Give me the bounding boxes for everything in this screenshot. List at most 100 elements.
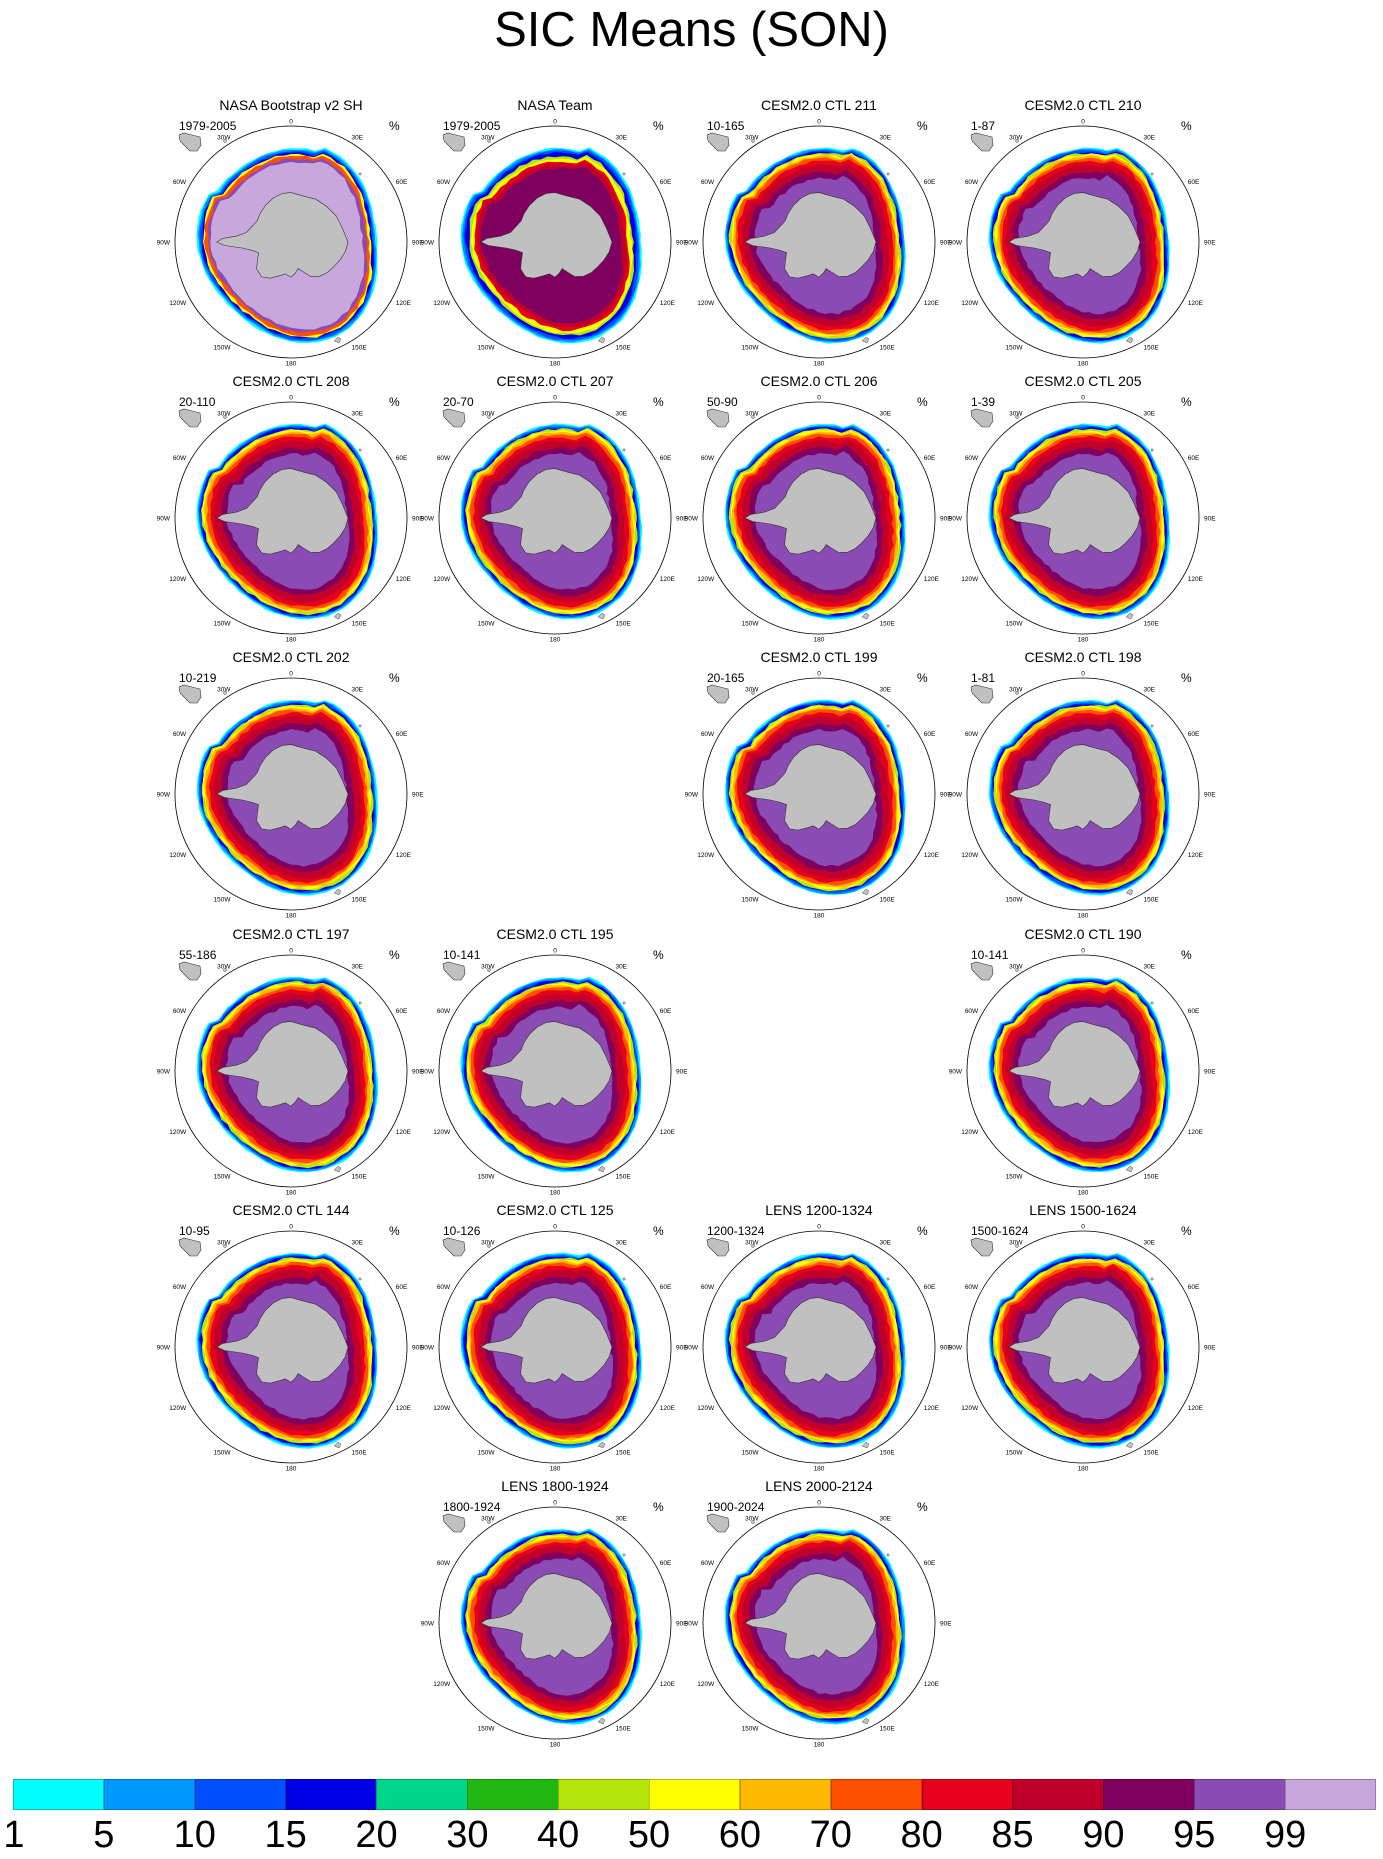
longitude-label: 180	[550, 637, 561, 644]
longitude-label: 120W	[169, 300, 187, 307]
longitude-label: 150W	[478, 1725, 496, 1732]
panel-year-range: 1900-2024	[707, 1500, 765, 1514]
longitude-label: 0	[289, 395, 293, 402]
longitude-label: 60E	[660, 179, 672, 186]
longitude-label: 30W	[745, 411, 759, 418]
south-america-landmass	[970, 961, 994, 981]
longitude-label: 30W	[745, 1240, 759, 1247]
new-zealand-landmass	[1125, 336, 1134, 344]
panel-title: CESM2.0 CTL 208	[232, 373, 350, 389]
longitude-label: 150W	[742, 344, 760, 351]
longitude-label: 120E	[1188, 576, 1204, 583]
colorbar-label: 10	[173, 1814, 216, 1856]
colorbar-label: 40	[537, 1814, 580, 1856]
longitude-label: 180	[286, 361, 297, 368]
antarctica-landmass	[480, 468, 613, 555]
panel-year-range: 1-39	[971, 395, 996, 409]
longitude-label: 90E	[676, 516, 688, 523]
island	[622, 1277, 626, 1281]
longitude-label: 0	[1081, 395, 1085, 402]
longitude-label: 120E	[660, 1681, 676, 1688]
longitude-label: 180	[1078, 637, 1089, 644]
antarctica-landmass	[744, 1297, 877, 1384]
longitude-label: 30E	[880, 1516, 892, 1523]
longitude-label: 120E	[1188, 852, 1204, 859]
colorbar-box	[739, 1779, 832, 1810]
panel-title: CESM2.0 CTL 125	[496, 1202, 614, 1218]
island	[487, 1244, 491, 1248]
panel-unit: %	[389, 671, 400, 685]
panel-unit: %	[917, 395, 928, 409]
longitude-label: 90W	[949, 1069, 963, 1076]
longitude-label: 0	[289, 1224, 293, 1231]
longitude-label: 0	[289, 119, 293, 126]
island	[622, 172, 626, 176]
map-panel: CESM2.0 CTL 199 20-165% 0 30E 60E 90E 120E 150E…	[685, 649, 958, 920]
longitude-label: 120E	[396, 1405, 412, 1412]
longitude-label: 90W	[685, 1345, 699, 1352]
longitude-label: 30E	[1144, 135, 1156, 142]
longitude-label: 120E	[396, 576, 412, 583]
colorbar-label: 5	[93, 1814, 115, 1856]
longitude-label: 90W	[685, 240, 699, 247]
longitude-label: 120W	[433, 576, 451, 583]
colorbar-label: 85	[991, 1814, 1034, 1856]
longitude-label: 30E	[616, 1240, 628, 1247]
panel-year-range: 1800-1924	[443, 1500, 501, 1514]
new-zealand-landmass	[597, 612, 606, 620]
new-zealand-landmass	[333, 1165, 342, 1173]
south-america-landmass	[706, 132, 730, 152]
longitude-label: 0	[817, 671, 821, 678]
map-panel: CESM2.0 CTL 210 1-87% 0 30E 60E 90E 120E 150E 18…	[949, 97, 1222, 368]
polar-map: 0 30E 60E 90E 120E 150E 180 150W 120W 90W 60W 30W	[421, 1224, 689, 1473]
south-america-landmass	[442, 408, 466, 428]
map-panel: CESM2.0 CTL 206 50-90% 0 30E 60E 90E 120E 150E 1…	[685, 373, 958, 644]
colorbar-label: 80	[900, 1814, 943, 1856]
longitude-label: 150E	[616, 1449, 632, 1456]
longitude-label: 60E	[924, 1560, 936, 1567]
panel-year-range: 1-87	[971, 119, 996, 133]
longitude-label: 0	[289, 948, 293, 955]
map-panel: LENS 1200-1324 1200-1324% 0 30E 60E 90E 120E 15…	[685, 1202, 958, 1473]
polar-map: 0 30E 60E 90E 120E 150E 180 150W 120W 90W 60W 30W	[157, 395, 425, 644]
longitude-label: 90W	[949, 516, 963, 523]
panel-year-range: 50-90	[707, 395, 738, 409]
longitude-label: 150E	[616, 1173, 632, 1180]
longitude-label: 30E	[352, 1240, 364, 1247]
polar-map: 0 30E 60E 90E 120E 150E 180 150W 120W 90W 60W 30W	[949, 395, 1217, 644]
polar-map: 0 30E 60E 90E 120E 150E 180 150W 120W 90W 60W 30W	[949, 119, 1217, 368]
panel-unit: %	[1181, 119, 1192, 133]
longitude-label: 60E	[396, 455, 408, 462]
longitude-label: 60E	[924, 1284, 936, 1291]
longitude-label: 120W	[697, 300, 715, 307]
map-panel: LENS 1800-1924 1800-1924% 0 30E 60E 90E 120E 15…	[421, 1478, 694, 1749]
colorbar-box	[13, 1779, 105, 1810]
longitude-label: 30E	[1144, 1240, 1156, 1247]
longitude-label: 120E	[924, 1405, 940, 1412]
longitude-label: 30W	[217, 135, 231, 142]
island	[358, 1001, 362, 1005]
island	[1015, 139, 1019, 143]
longitude-label: 90W	[421, 1069, 435, 1076]
map-panel: CESM2.0 CTL 205 1-39% 0 30E 60E 90E 120E 150E 18…	[949, 373, 1222, 644]
panel-title: CESM2.0 CTL 202	[232, 649, 350, 665]
new-zealand-landmass	[861, 888, 870, 896]
polar-map: 0 30E 60E 90E 120E 150E 180 150W 120W 90W 60W 30W	[421, 948, 689, 1197]
island	[886, 1277, 890, 1281]
map-panel: CESM2.0 CTL 144 10-95% 0 30E 60E 90E 120E 150E 1…	[157, 1202, 430, 1473]
longitude-label: 0	[1081, 119, 1085, 126]
colorbar-label: 95	[1173, 1814, 1216, 1856]
panel-year-range: 1500-1624	[971, 1224, 1029, 1238]
colorbar-box	[558, 1779, 650, 1810]
longitude-label: 180	[286, 913, 297, 920]
longitude-label: 150E	[616, 344, 632, 351]
longitude-label: 150W	[214, 620, 232, 627]
longitude-label: 60W	[173, 731, 187, 738]
island	[487, 1520, 491, 1524]
island	[223, 139, 227, 143]
longitude-label: 90E	[1204, 1345, 1216, 1352]
panel-unit: %	[389, 1224, 400, 1238]
longitude-label: 180	[1078, 1190, 1089, 1197]
longitude-label: 120W	[961, 576, 979, 583]
new-zealand-landmass	[597, 1717, 606, 1725]
